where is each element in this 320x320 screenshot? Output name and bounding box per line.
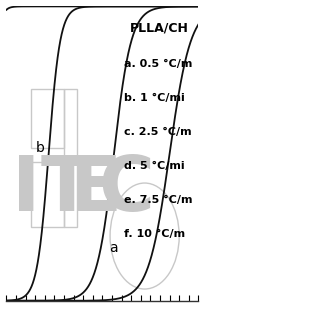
Text: f. 10 °C/m: f. 10 °C/m	[124, 229, 186, 239]
Text: d. 5 °C/mi: d. 5 °C/mi	[124, 161, 185, 171]
Text: C: C	[99, 153, 155, 227]
Text: b: b	[36, 141, 44, 155]
Text: c. 2.5 °C/m: c. 2.5 °C/m	[124, 127, 192, 137]
Bar	[64, 89, 77, 227]
Text: e. 7.5 °C/m: e. 7.5 °C/m	[124, 195, 193, 205]
Text: I: I	[12, 153, 41, 227]
Text: a: a	[109, 241, 117, 255]
Text: b. 1 °C/mi: b. 1 °C/mi	[124, 93, 185, 103]
Text: T: T	[41, 153, 93, 227]
Text: E: E	[70, 153, 122, 227]
Bar	[31, 89, 64, 148]
Text: a. 0.5 °C/m: a. 0.5 °C/m	[124, 60, 193, 69]
Text: PLLA/CH: PLLA/CH	[130, 21, 189, 34]
Bar	[31, 163, 64, 227]
